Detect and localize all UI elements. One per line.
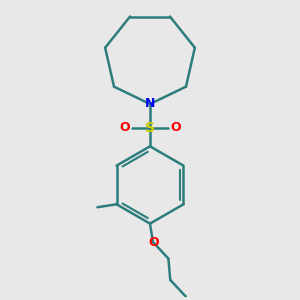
Text: S: S bbox=[145, 121, 155, 135]
Text: O: O bbox=[149, 236, 159, 248]
Text: O: O bbox=[119, 122, 130, 134]
Text: O: O bbox=[170, 122, 181, 134]
Text: N: N bbox=[145, 98, 155, 110]
